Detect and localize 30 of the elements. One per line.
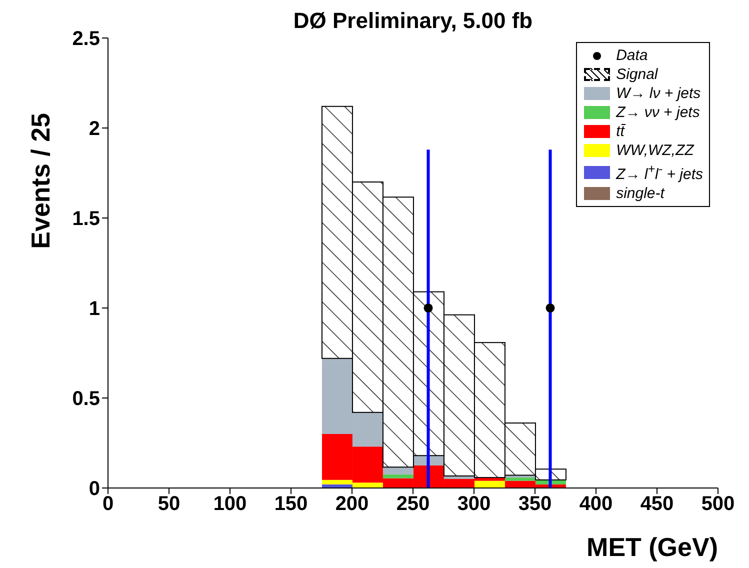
x-axis-title: MET (GeV) [586,532,718,562]
y-tick-label: 0.5 [72,388,100,410]
bar [474,480,505,488]
legend-label: W→ lν + jets [616,85,701,102]
legend-label: Signal [616,66,658,83]
x-tick-label: 100 [213,493,247,516]
legend-label: tt̄ [616,123,624,140]
y-tick-label: 0 [88,478,100,500]
legend-label: single-t [616,185,664,202]
legend-label: Z→ l$^{+}$l$^{-}$ + jets [616,162,703,183]
x-tick-label: 450 [640,493,674,516]
x-tick-label: 150 [274,493,308,516]
bar [382,474,414,478]
legend-label: WW,WZ,ZZ [616,142,694,159]
y-tick-label: 2 [88,118,100,140]
y-tick-label: 2.5 [72,28,100,50]
bar [382,467,414,474]
legend-label: Z→ νν + jets [616,104,700,121]
legend-label: Data [616,47,648,64]
x-tick-label: 300 [457,493,491,516]
y-tick-label: 1.5 [72,208,100,230]
y-axis-title: Events / 25 [25,113,56,249]
y-tick-label: 1 [88,298,100,320]
x-tick-label: 200 [335,493,369,516]
x-tick-label: 50 [158,493,180,516]
x-tick-label: 350 [518,493,552,516]
x-tick-label: 250 [396,493,430,516]
x-tick-label: 500 [701,493,735,516]
chart-title: DØ Preliminary, 5.00 fb [293,8,533,33]
x-tick-label: 400 [579,493,613,516]
